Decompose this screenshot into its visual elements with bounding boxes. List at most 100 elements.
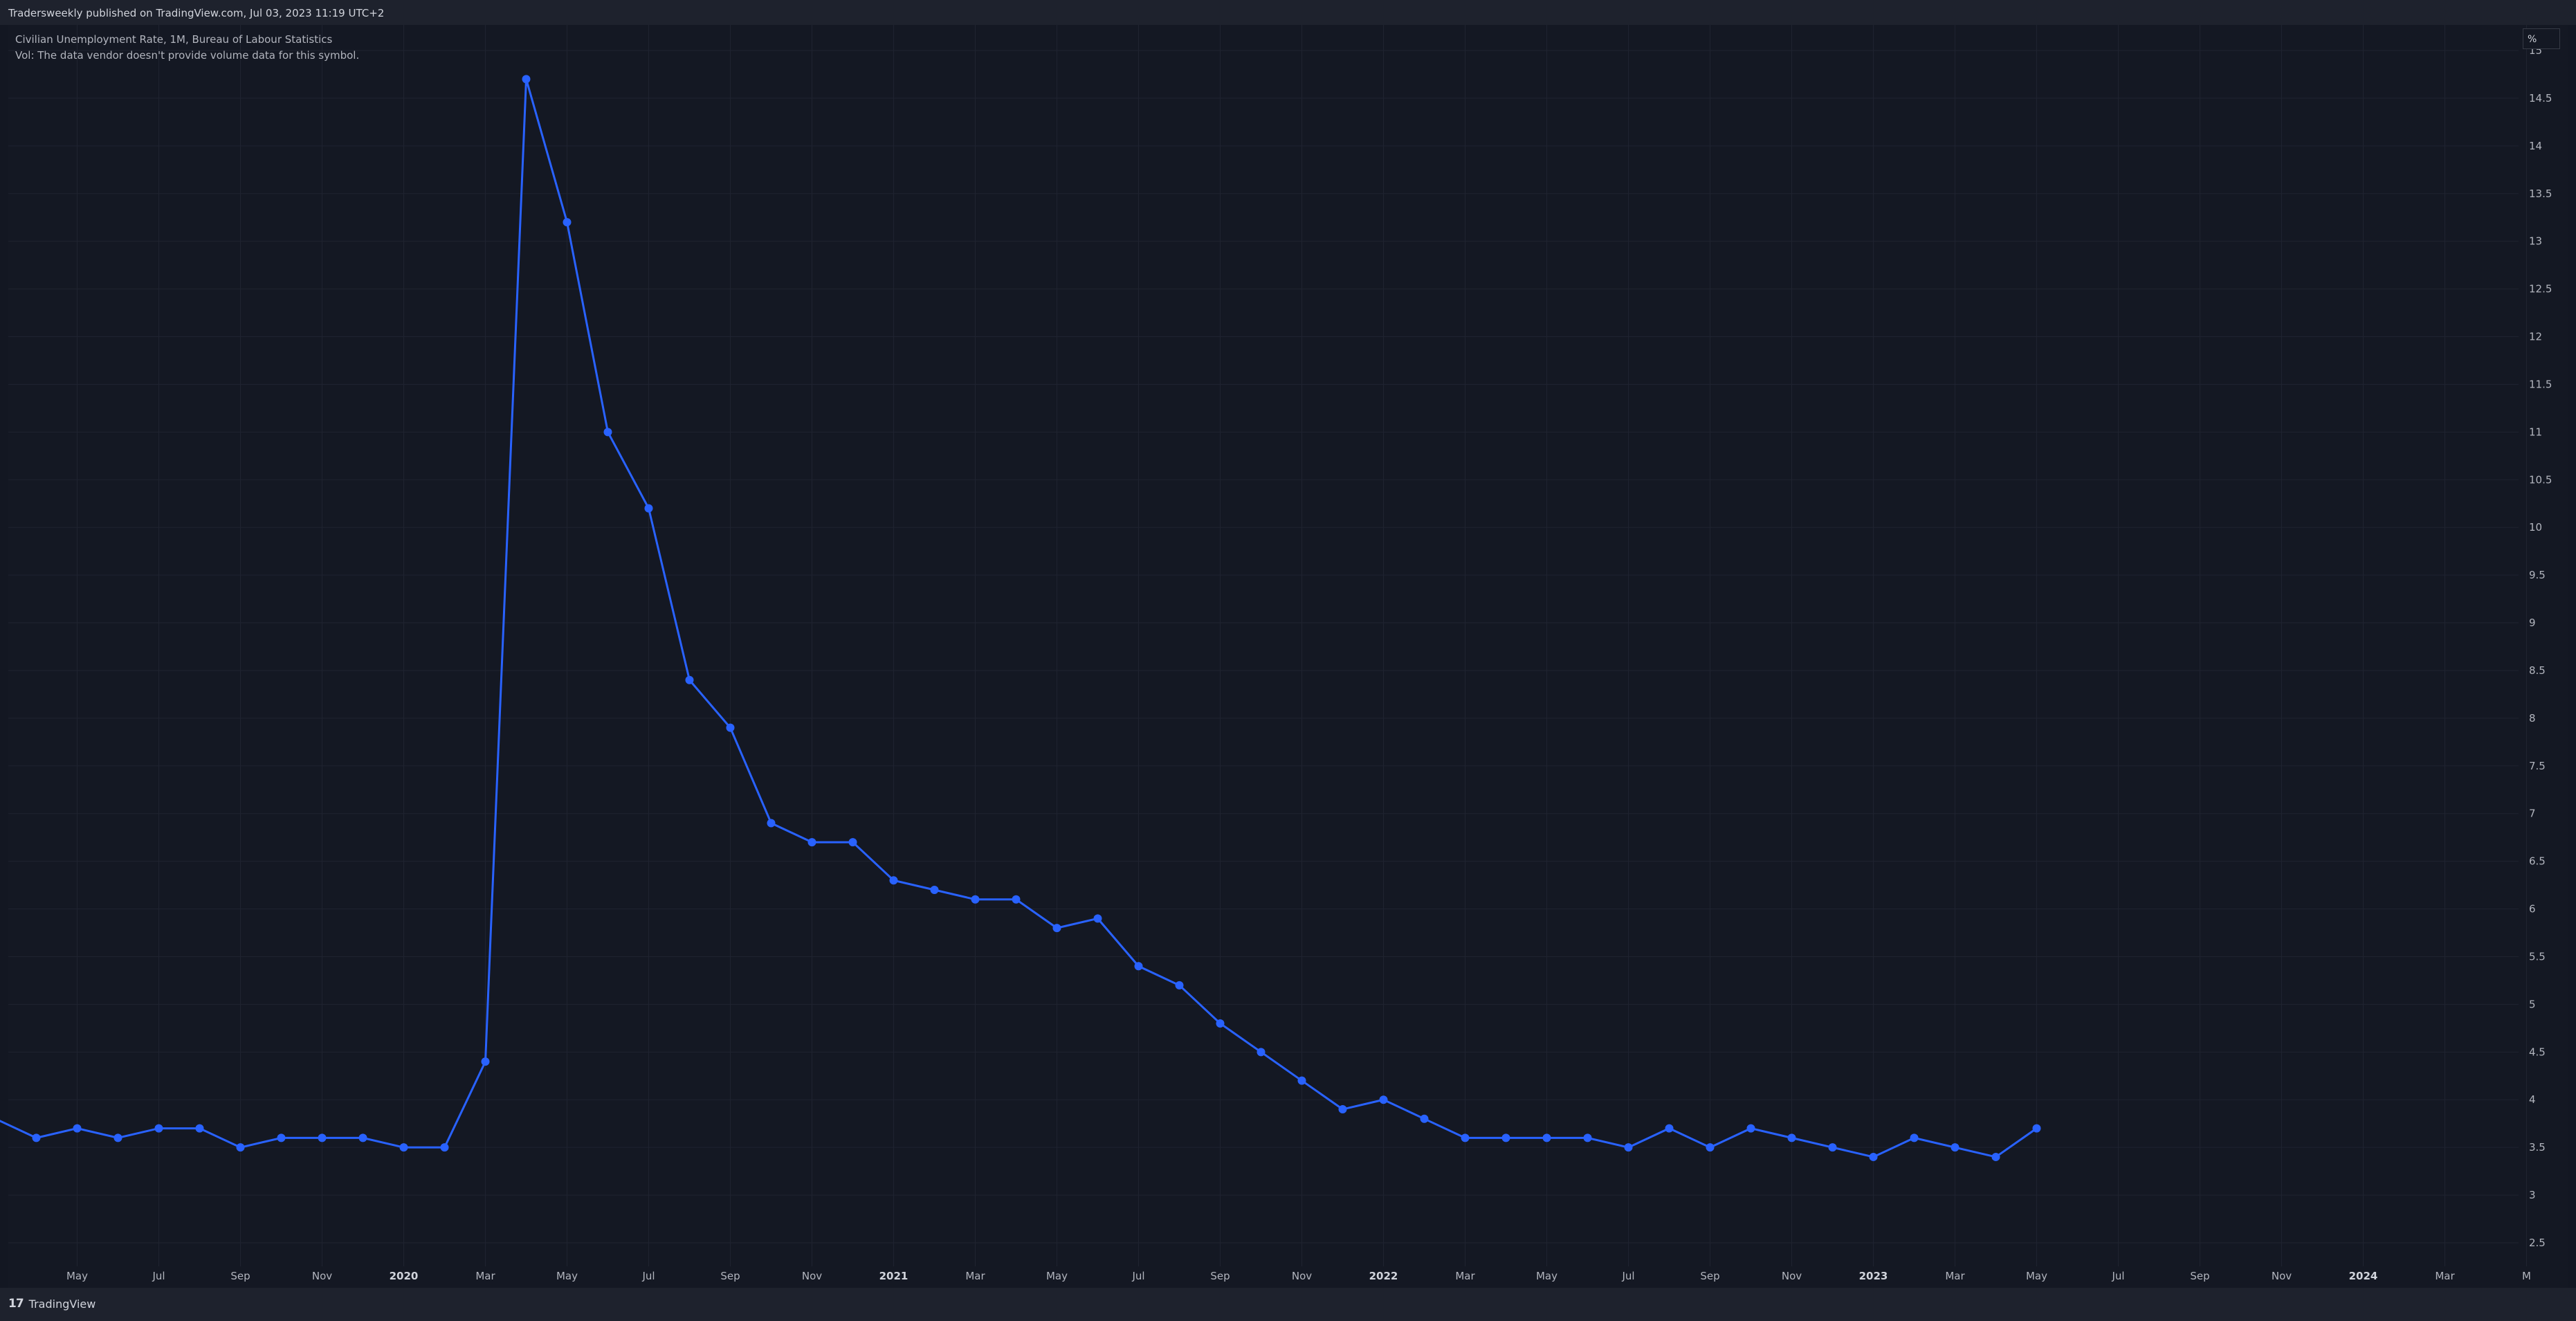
x-tick-label: Sep xyxy=(1210,1270,1230,1282)
y-tick-label: 5 xyxy=(2529,998,2536,1010)
data-point xyxy=(1297,1076,1306,1085)
publish-info: Tradersweekly published on TradingView.c… xyxy=(8,7,385,19)
data-point xyxy=(767,819,776,828)
data-point xyxy=(807,838,816,847)
y-tick-label: 10.5 xyxy=(2529,473,2552,486)
data-point xyxy=(1746,1124,1755,1133)
data-point xyxy=(726,723,735,732)
data-point xyxy=(1012,895,1021,904)
data-point xyxy=(1501,1133,1510,1142)
data-point xyxy=(971,895,980,904)
x-tick-label: 2023 xyxy=(1859,1270,1888,1282)
y-tick-label: 2.5 xyxy=(2529,1237,2546,1249)
y-tick-label: 12.5 xyxy=(2529,283,2552,295)
data-point xyxy=(358,1133,367,1142)
y-tick-label: 9.5 xyxy=(2529,569,2546,581)
x-tick-label: Jul xyxy=(1131,1270,1144,1282)
data-point xyxy=(1420,1114,1429,1123)
x-tick-label: 2020 xyxy=(390,1270,419,1282)
data-point xyxy=(399,1143,408,1152)
data-point xyxy=(1910,1133,1919,1142)
y-tick-label: 7 xyxy=(2529,808,2536,820)
data-point xyxy=(1706,1143,1715,1152)
y-tick-label: 5.5 xyxy=(2529,950,2546,963)
x-tick-label: Nov xyxy=(1782,1270,1802,1282)
data-point xyxy=(1624,1143,1633,1152)
y-tick-label: 14 xyxy=(2529,140,2542,152)
data-point xyxy=(1052,924,1061,933)
y-tick-label: 11 xyxy=(2529,426,2542,438)
x-tick-label: M xyxy=(2522,1270,2531,1282)
x-tick-label: Mar xyxy=(475,1270,495,1282)
x-tick-label: Jul xyxy=(1621,1270,1634,1282)
series-points xyxy=(32,75,2041,1161)
x-tick-label: Nov xyxy=(312,1270,332,1282)
data-point xyxy=(930,885,939,894)
chart-grid xyxy=(8,25,2527,1266)
data-point xyxy=(1093,914,1102,923)
publish-bar: Tradersweekly published on TradingView.c… xyxy=(0,0,2576,25)
data-point xyxy=(73,1124,82,1133)
y-tick-label: 8 xyxy=(2529,712,2536,725)
data-point xyxy=(440,1143,449,1152)
symbol-title[interactable]: Civilian Unemployment Rate, 1M, Bureau o… xyxy=(15,33,333,46)
data-point xyxy=(318,1133,327,1142)
data-point xyxy=(1665,1124,1674,1133)
data-point xyxy=(236,1143,245,1152)
x-tick-label: Nov xyxy=(1292,1270,1312,1282)
data-point xyxy=(644,504,653,513)
data-point xyxy=(1991,1152,2000,1161)
series-line xyxy=(0,78,2038,1158)
data-point xyxy=(522,75,531,84)
data-point xyxy=(1542,1133,1551,1142)
data-point xyxy=(1583,1133,1592,1142)
data-point xyxy=(1461,1133,1470,1142)
y-tick-label: 3.5 xyxy=(2529,1141,2546,1154)
y-tick-label: 10 xyxy=(2529,521,2542,534)
y-tick-label: 4.5 xyxy=(2529,1046,2546,1058)
x-tick-label: Sep xyxy=(720,1270,740,1282)
x-tick-label: Mar xyxy=(965,1270,985,1282)
x-tick-label: Mar xyxy=(1455,1270,1475,1282)
x-tick-label: 2021 xyxy=(879,1270,908,1282)
data-point xyxy=(848,838,857,847)
volume-note: Vol: The data vendor doesn't provide vol… xyxy=(15,49,360,62)
time-axis: May Jul Sep Nov 2020 Mar May Jul Sep Nov 2021 Mar Ma… xyxy=(66,1270,2531,1282)
chart-pane[interactable] xyxy=(8,25,2568,1288)
data-point xyxy=(195,1124,204,1133)
x-tick-label: Nov xyxy=(802,1270,822,1282)
x-tick-label: May xyxy=(1046,1270,1068,1282)
data-point xyxy=(1216,1019,1225,1028)
chart-legend: Civilian Unemployment Rate, 1M, Bureau o… xyxy=(15,32,359,64)
tradingview-brand[interactable]: 17 TradingView xyxy=(8,1297,95,1311)
y-tick-label: 11.5 xyxy=(2529,378,2552,390)
price-scale-unit-button[interactable]: % xyxy=(2523,28,2560,49)
brand-name: TradingView xyxy=(28,1297,96,1311)
x-tick-label: Jul xyxy=(2111,1270,2124,1282)
tradingview-logo-icon: 17 xyxy=(8,1297,24,1311)
x-tick-label: Sep xyxy=(1700,1270,1719,1282)
data-point xyxy=(1379,1095,1388,1104)
price-axis: 1514.51413.51312.51211.51110.5109.598.58… xyxy=(2529,44,2552,1249)
y-tick-label: 13 xyxy=(2529,235,2542,248)
x-tick-label: Mar xyxy=(1945,1270,1965,1282)
data-point xyxy=(154,1124,163,1133)
data-point xyxy=(1828,1143,1837,1152)
y-tick-label: 4 xyxy=(2529,1093,2536,1106)
y-tick-label: 6.5 xyxy=(2529,855,2546,868)
x-tick-label: May xyxy=(66,1270,88,1282)
footer-bar: 17 TradingView xyxy=(0,1288,2576,1321)
data-point xyxy=(1257,1048,1266,1057)
data-point xyxy=(563,218,572,227)
data-point xyxy=(1175,981,1184,990)
data-point xyxy=(1134,962,1143,971)
data-point xyxy=(2032,1124,2041,1133)
y-tick-label: 13.5 xyxy=(2529,188,2552,200)
data-point xyxy=(32,1133,41,1142)
data-point xyxy=(685,675,694,684)
y-tick-label: 8.5 xyxy=(2529,664,2546,677)
data-point xyxy=(113,1133,122,1142)
x-tick-label: Jul xyxy=(152,1270,165,1282)
y-tick-label: 14.5 xyxy=(2529,92,2552,104)
